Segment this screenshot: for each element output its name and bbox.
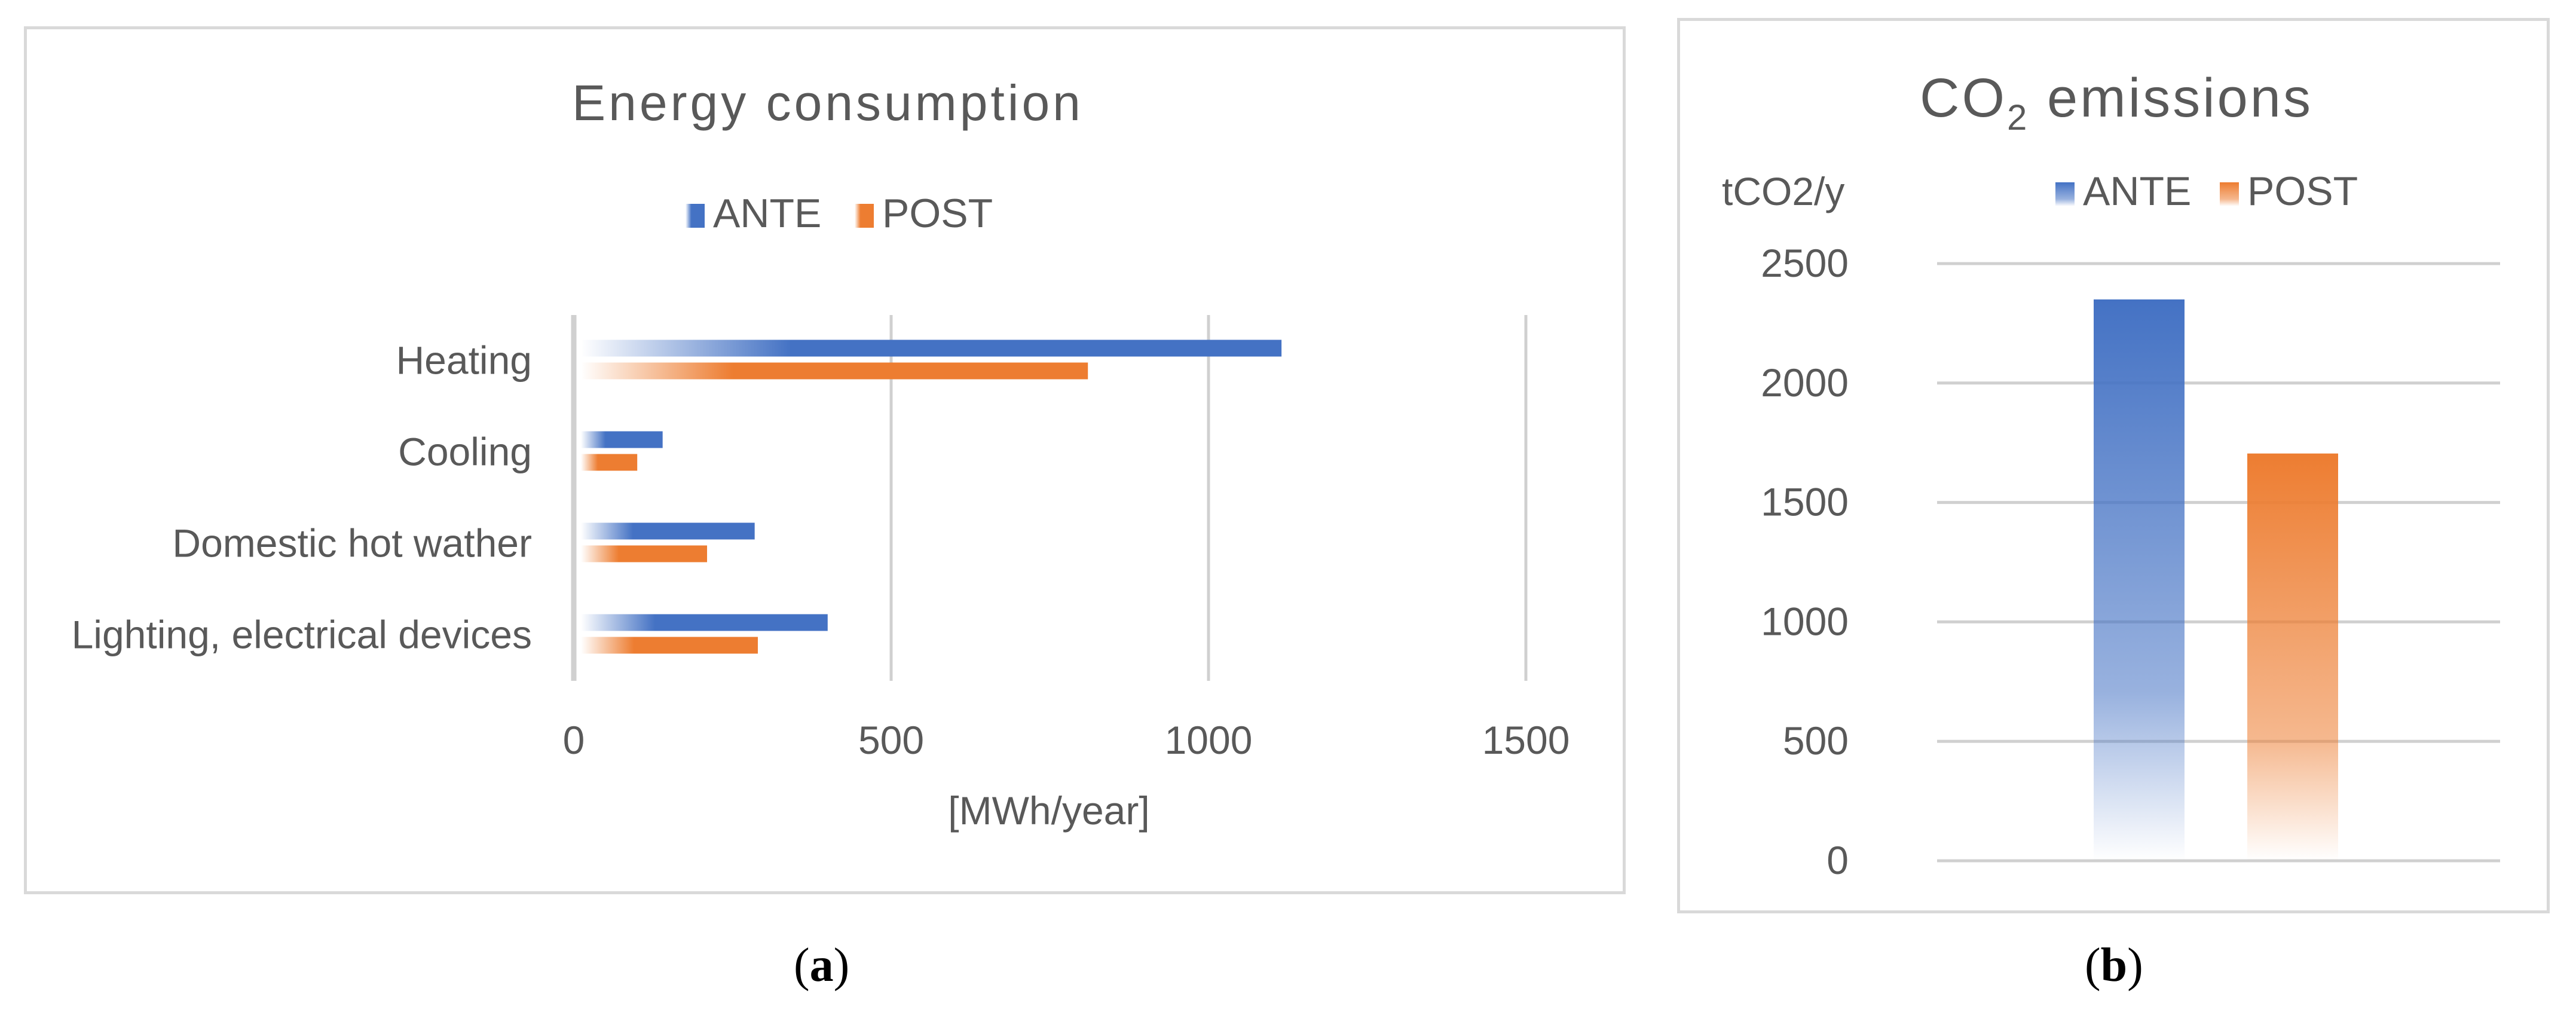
legend-swatch-b-ante bbox=[2055, 182, 2075, 206]
energy-consumption-chart: Energy consumption ANTE POST 0 500 1000 1500 [M… bbox=[72, 75, 1570, 833]
caption-a: (a) bbox=[794, 939, 850, 992]
legend-label-b-post: POST bbox=[2247, 169, 2358, 214]
y-tick-label-2500: 2500 bbox=[1761, 241, 1849, 285]
x-tick-label-0: 0 bbox=[563, 718, 585, 762]
x-tick-label-1500: 1500 bbox=[1482, 718, 1570, 762]
bar-ante-cooling bbox=[581, 431, 663, 448]
bar-post-cooling bbox=[581, 454, 638, 471]
y-tick-label-1500: 1500 bbox=[1761, 480, 1849, 524]
bar-post-lighting-electrical-devices bbox=[581, 637, 758, 654]
bar-post-domestic-hot-wather bbox=[581, 545, 708, 562]
chart-b-title: CO2 emissions bbox=[1920, 68, 2313, 137]
legend-label-b-ante: ANTE bbox=[2083, 169, 2191, 214]
category-label-cooling: Cooling bbox=[398, 430, 532, 474]
legend-swatch-ante bbox=[686, 204, 705, 228]
category-label-heating: Heating bbox=[396, 338, 533, 383]
chart-a-title: Energy consumption bbox=[572, 75, 1084, 131]
co2-emissions-chart-panel: CO2 emissions tCO2/y ANTE POST 0 500 1000 1500 2… bbox=[1677, 18, 2550, 913]
y-tick-label-2000: 2000 bbox=[1761, 360, 1849, 405]
bar-ante-heating bbox=[581, 340, 1282, 357]
legend-swatch-post bbox=[855, 204, 874, 228]
x-axis-title: [MWh/year] bbox=[948, 788, 1149, 833]
category-label-lighting-electrical-devices: Lighting, electrical devices bbox=[72, 613, 532, 657]
bar-ante-domestic-hot-wather bbox=[581, 522, 755, 540]
y-tick-label-1000: 1000 bbox=[1761, 599, 1849, 643]
legend-label-ante: ANTE bbox=[713, 191, 821, 236]
bar-post-heating bbox=[581, 362, 1088, 380]
y-tick-label-500: 500 bbox=[1783, 718, 1849, 763]
energy-consumption-chart-panel: Energy consumption ANTE POST 0 500 1000 1500 [M… bbox=[24, 26, 1626, 894]
bar-co2-post bbox=[2247, 453, 2338, 861]
caption-b: (b) bbox=[2085, 939, 2143, 992]
category-label-domestic-hot-wather: Domestic hot wather bbox=[172, 521, 532, 565]
x-tick-label-500: 500 bbox=[858, 718, 924, 762]
y-axis-title: tCO2/y bbox=[1722, 169, 1844, 213]
bar-ante-lighting-electrical-devices bbox=[581, 614, 828, 631]
co2-emissions-chart: CO2 emissions tCO2/y ANTE POST 0 500 1000 1500 2… bbox=[1722, 68, 2500, 882]
legend-swatch-b-post bbox=[2220, 182, 2239, 206]
legend-label-post: POST bbox=[882, 191, 993, 236]
bar-co2-ante bbox=[2094, 299, 2185, 861]
x-tick-label-1000: 1000 bbox=[1165, 718, 1253, 762]
y-tick-label-0: 0 bbox=[1827, 838, 1849, 882]
